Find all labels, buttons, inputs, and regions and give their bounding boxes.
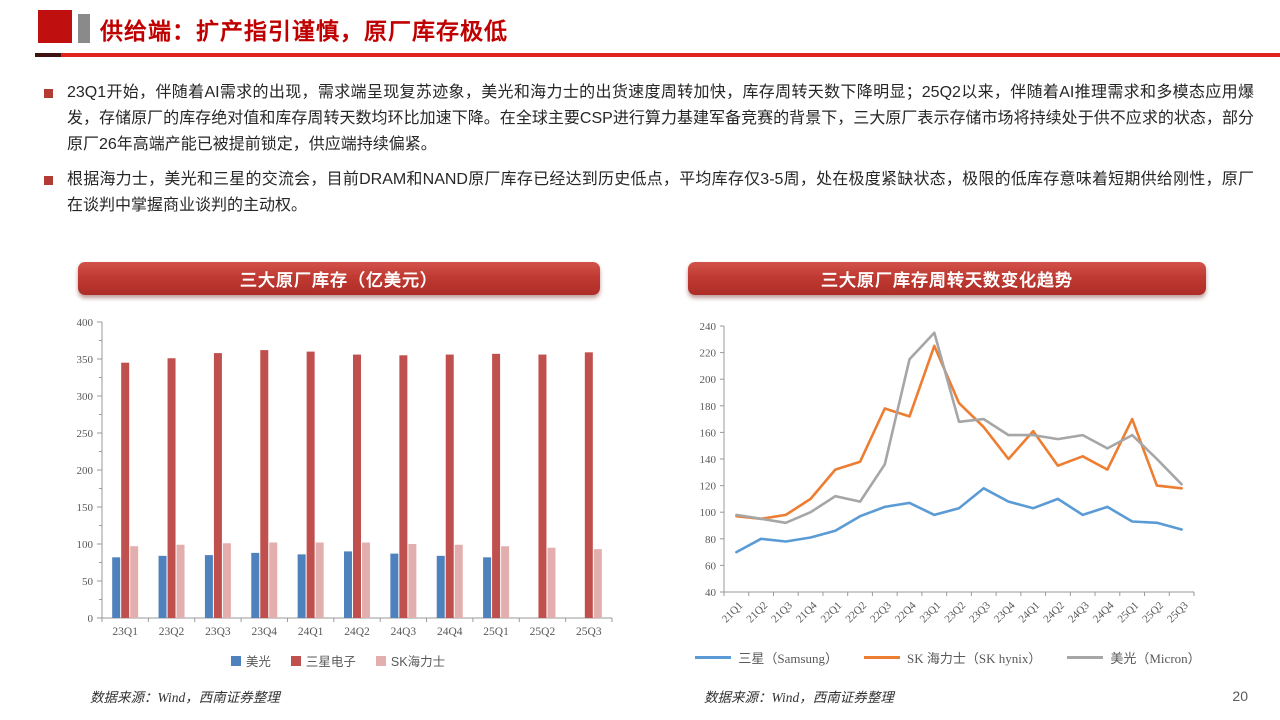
svg-text:25Q2: 25Q2	[530, 626, 556, 638]
bullet-list: 23Q1开始，伴随着AI需求的出现，需求端呈现复苏迹象，美光和海力士的出货速度周…	[40, 80, 1254, 228]
svg-text:25Q1: 25Q1	[483, 626, 509, 638]
header-rule-dark-segment	[35, 53, 61, 57]
svg-text:350: 350	[77, 354, 94, 366]
legend-item: 三星（Samsung）	[695, 648, 838, 667]
page-number: 20	[1232, 688, 1248, 704]
svg-text:60: 60	[705, 560, 717, 572]
left-chart-title: 三大原厂库存（亿美元）	[240, 271, 438, 290]
svg-text:40: 40	[705, 587, 717, 599]
right-chart-title-banner: 三大原厂库存周转天数变化趋势	[688, 262, 1206, 295]
svg-text:23Q4: 23Q4	[251, 626, 277, 638]
svg-text:22Q1: 22Q1	[819, 600, 845, 626]
legend-label: SK 海力士（SK hynix）	[907, 651, 1042, 666]
svg-text:23Q2: 23Q2	[159, 626, 185, 638]
legend-line-swatch-icon	[695, 656, 732, 659]
header-gray-square-icon	[78, 14, 90, 43]
svg-text:22Q2: 22Q2	[843, 600, 869, 626]
bullet-text: 根据海力士，美光和三星的交流会，目前DRAM和NAND原厂库存已经达到历史低点，…	[67, 171, 1254, 214]
svg-text:23Q1: 23Q1	[112, 626, 138, 638]
svg-text:21Q1: 21Q1	[720, 600, 746, 626]
svg-text:24Q3: 24Q3	[1066, 599, 1092, 625]
svg-text:23Q4: 23Q4	[992, 599, 1018, 625]
svg-text:24Q4: 24Q4	[1091, 599, 1117, 625]
svg-text:200: 200	[77, 465, 94, 477]
svg-text:300: 300	[77, 391, 94, 403]
legend-label: SK海力士	[390, 655, 446, 669]
data-source-note: 数据来源：Wind，西南证券整理	[704, 690, 894, 705]
svg-text:25Q3: 25Q3	[576, 626, 602, 638]
header-rule	[35, 53, 1280, 57]
svg-text:21Q3: 21Q3	[769, 599, 795, 625]
header-rule-red-segment	[61, 53, 1280, 57]
legend-item: 美光（Micron）	[1067, 648, 1201, 667]
page-title: 供给端：扩产指引谨慎，原厂库存极低	[100, 18, 508, 44]
legend-item: SK 海力士（SK hynix）	[864, 648, 1041, 667]
svg-text:200: 200	[700, 374, 717, 386]
svg-text:140: 140	[700, 454, 717, 466]
svg-text:25Q2: 25Q2	[1140, 600, 1166, 626]
svg-text:50: 50	[82, 576, 94, 588]
bar-chart-legend: 美光 三星电子 SK海力士	[60, 651, 616, 670]
legend-item: SK海力士	[375, 651, 446, 670]
svg-text:24Q2: 24Q2	[344, 626, 370, 638]
svg-text:22Q4: 22Q4	[893, 599, 919, 625]
svg-text:24Q2: 24Q2	[1041, 600, 1067, 626]
svg-text:120: 120	[700, 481, 717, 493]
legend-label: 三星电子	[305, 655, 356, 669]
svg-text:100: 100	[700, 507, 717, 519]
header-red-square-icon	[38, 10, 72, 43]
bullet-item: 根据海力士，美光和三星的交流会，目前DRAM和NAND原厂库存已经达到历史低点，…	[40, 167, 1254, 219]
turnover-days-line-chart: 40608010012014016018020022024021Q121Q221…	[700, 321, 1195, 626]
inventory-bar-chart: 0 50 100 150 200 250 300 350 400 23Q1 23Q2 23Q3 23Q4…	[77, 317, 613, 638]
svg-text:220: 220	[700, 348, 717, 360]
legend-label: 三星（Samsung）	[738, 651, 839, 666]
data-source-note: 数据来源：Wind，西南证券整理	[90, 690, 280, 705]
bullet-marker-icon	[44, 89, 53, 98]
line-chart-legend: 三星（Samsung） SK 海力士（SK hynix） 美光（Micron）	[690, 648, 1206, 667]
bullet-item: 23Q1开始，伴随着AI需求的出现，需求端呈现复苏迹象，美光和海力士的出货速度周…	[40, 80, 1254, 158]
legend-line-swatch-icon	[1067, 656, 1104, 659]
right-chart-title: 三大原厂库存周转天数变化趋势	[821, 271, 1073, 290]
svg-text:25Q3: 25Q3	[1165, 599, 1191, 625]
legend-swatch-icon	[230, 655, 241, 666]
svg-text:23Q3: 23Q3	[967, 599, 993, 625]
svg-text:400: 400	[77, 317, 94, 329]
legend-label: 美光（Micron）	[1110, 651, 1201, 666]
legend-label: 美光	[245, 655, 271, 669]
svg-text:250: 250	[77, 428, 94, 440]
legend-line-swatch-icon	[864, 656, 901, 659]
svg-text:24Q3: 24Q3	[391, 626, 417, 638]
legend-swatch-icon	[375, 655, 386, 666]
svg-text:21Q4: 21Q4	[794, 599, 820, 625]
svg-text:0: 0	[88, 613, 94, 625]
svg-text:180: 180	[700, 401, 717, 413]
svg-text:22Q3: 22Q3	[868, 599, 894, 625]
legend-item: 美光	[230, 651, 271, 670]
svg-text:23Q1: 23Q1	[918, 600, 944, 626]
svg-text:160: 160	[700, 427, 717, 439]
svg-text:25Q1: 25Q1	[1116, 600, 1142, 626]
svg-text:150: 150	[77, 502, 94, 514]
bullet-text: 23Q1开始，伴随着AI需求的出现，需求端呈现复苏迹象，美光和海力士的出货速度周…	[67, 84, 1254, 153]
svg-text:24Q1: 24Q1	[298, 626, 324, 638]
svg-text:21Q2: 21Q2	[744, 600, 770, 626]
bullet-marker-icon	[44, 176, 53, 185]
svg-text:24Q4: 24Q4	[437, 626, 463, 638]
svg-text:24Q1: 24Q1	[1017, 600, 1043, 626]
svg-text:23Q2: 23Q2	[942, 600, 968, 626]
svg-text:100: 100	[77, 539, 94, 551]
svg-text:80: 80	[705, 534, 717, 546]
legend-swatch-icon	[290, 655, 301, 666]
svg-text:23Q3: 23Q3	[205, 626, 231, 638]
left-chart-title-banner: 三大原厂库存（亿美元）	[78, 262, 600, 295]
legend-item: 三星电子	[290, 651, 356, 670]
svg-text:240: 240	[700, 321, 717, 333]
